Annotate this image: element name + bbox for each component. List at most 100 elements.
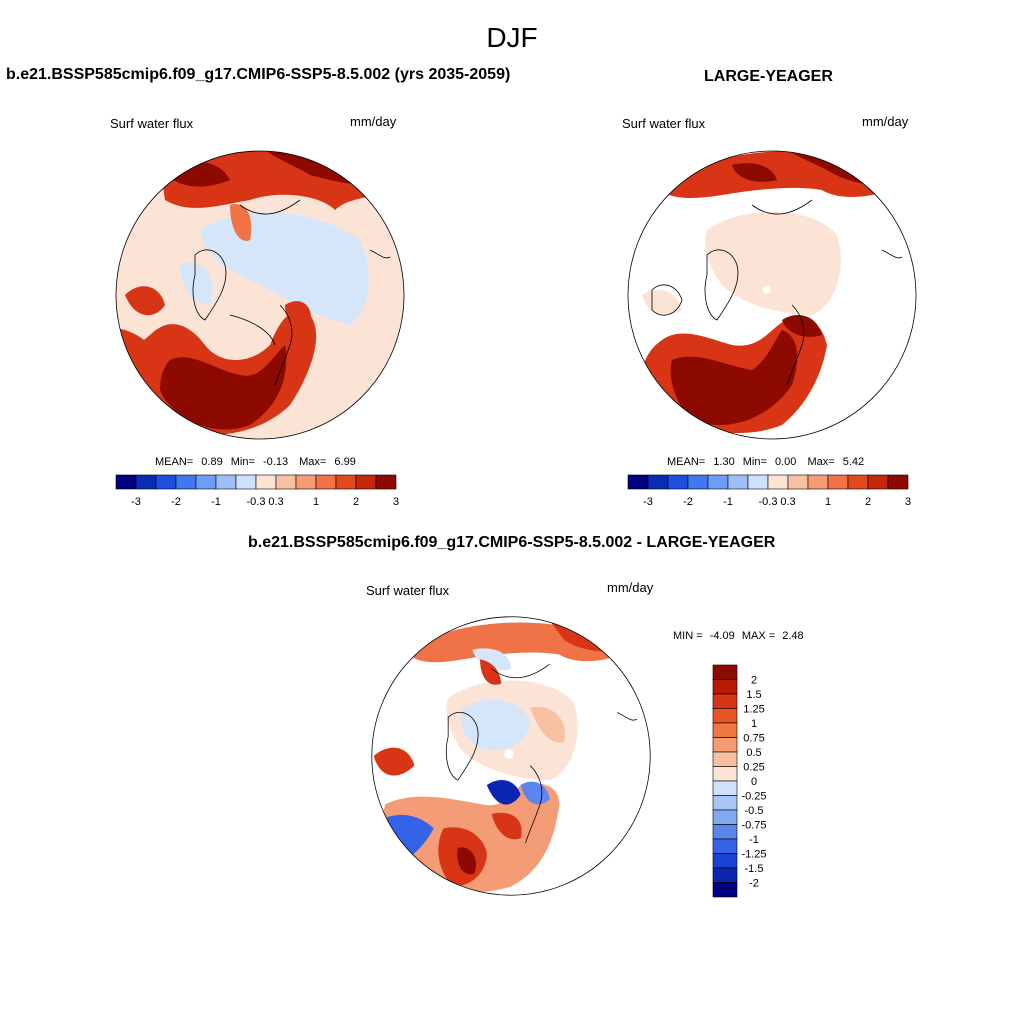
panel3-colorbar-tick-label: 1	[751, 718, 757, 730]
panel1-min-value: -0.13	[262, 456, 289, 468]
panel3-colorbar-tick-label: -1	[749, 834, 759, 846]
panel2-title: LARGE-YEAGER	[704, 68, 833, 85]
panel3-min-label: MIN =	[673, 630, 703, 642]
panel2-colorbar-tick-label: -3	[643, 496, 653, 508]
panel3-colorbar-tick-label: -0.75	[741, 820, 766, 832]
panel2-pole-hole	[763, 286, 771, 294]
panel2-colorbar-swatch	[707, 474, 729, 490]
panel2-arctic-ocean-region	[705, 211, 841, 315]
panel3-colorbar-swatch	[712, 867, 738, 883]
figure-title: DJF	[486, 22, 538, 53]
panel3-colorbar-swatch	[712, 795, 738, 811]
panel1-colorbar-swatch	[115, 474, 137, 490]
panel3-colorbar-tick-label: 1.5	[746, 689, 761, 701]
panel2-colorbar-swatch	[727, 474, 749, 490]
panel3-colorbar-tick-label: -0.25	[741, 791, 766, 803]
panel1-colorbar-swatch	[175, 474, 197, 490]
panel2-map-border	[627, 150, 917, 440]
panel1-colorbar-tick-label: -2	[171, 496, 181, 508]
panel2-colorbar-swatch	[647, 474, 669, 490]
panel3-colorbar-tick-label: -1.25	[741, 849, 766, 861]
panel1-colorbar-swatch	[255, 474, 277, 490]
panel3-colorbar-tick-label: 0.5	[746, 747, 761, 759]
panel2-colorbar-tick-label: -1	[723, 496, 733, 508]
panel3-colorbar-swatch	[712, 838, 738, 854]
panel2-stats: MEAN= 1.30 Min= 0.00 Max= 5.42	[667, 456, 864, 468]
panel1-colorbar-swatch	[135, 474, 157, 490]
panel3-colorbar-swatch	[712, 824, 738, 840]
panel3-colorbar-swatch	[712, 766, 738, 782]
panel2-colorbar-swatch	[807, 474, 829, 490]
panel3-colorbar-swatch	[712, 882, 738, 898]
panel3-colorbar-swatch	[712, 664, 738, 680]
panel2-mean-value: 1.30	[713, 456, 735, 468]
panel2-colorbar-swatch	[847, 474, 869, 490]
panel3-colorbar-tick-label: 0.25	[743, 762, 764, 774]
panel1-units-label: mm/day	[350, 114, 397, 129]
panel3-colorbar-tick-label: -2	[749, 878, 759, 890]
panel2-colorbar-tick-label: 2	[865, 496, 871, 508]
panel3-colorbar-swatch	[712, 693, 738, 709]
panel1-mean-label: MEAN=	[155, 456, 194, 468]
panel3-units-label: mm/day	[607, 580, 654, 595]
panel1-colorbar-swatch	[375, 474, 397, 490]
panel1-colorbar-tick-label: -0.3	[247, 496, 266, 508]
panel2-min-label: Min=	[742, 456, 767, 468]
panel2-colorbar-swatch	[767, 474, 789, 490]
panel1-variable-label: Surf water flux	[110, 116, 194, 131]
panel3-colorbar-tick-label: 1.25	[743, 704, 764, 716]
panel2-colorbar-swatch	[867, 474, 889, 490]
panel3-max-label: MAX =	[741, 630, 776, 642]
panel1-colorbar-swatch	[295, 474, 317, 490]
panel1-colorbar-swatch	[195, 474, 217, 490]
panel2-min-value: 0.00	[774, 456, 797, 468]
panel3-colorbar-tick-label: -0.5	[745, 805, 764, 817]
panel1-map-border	[115, 150, 405, 440]
panel1-max-value: 6.99	[334, 456, 356, 468]
panel3-polar-map	[371, 616, 651, 896]
panel1-min-label: Min=	[230, 456, 255, 468]
panel1-colorbar-swatch	[275, 474, 297, 490]
panel1-colorbar-swatch	[155, 474, 177, 490]
panel3-colorbar-swatch	[712, 853, 738, 869]
panel3-map-border	[371, 616, 651, 896]
panel1-max-label: Max=	[299, 456, 327, 468]
panel1-colorbar-tick-label: -3	[131, 496, 141, 508]
panel2-polar-map	[627, 150, 917, 440]
panel3-colorbar-swatch	[712, 708, 738, 724]
panel2-colorbar-swatch	[747, 474, 769, 490]
panel2-colorbar-tick-label: -2	[683, 496, 693, 508]
panel3-colorbar-tick-label: 0.75	[743, 733, 764, 745]
panel1-colorbar-tick-label: 0.3	[268, 496, 283, 508]
panel1-polar-map	[115, 150, 405, 440]
panel1-mean-value: 0.89	[201, 456, 223, 468]
panel3-title: b.e21.BSSP585cmip6.f09_g17.CMIP6-SSP5-8.…	[248, 534, 776, 551]
panel3-max-value: 2.48	[782, 630, 804, 642]
panel1-stats: MEAN= 0.89 Min= -0.13 Max= 6.99	[155, 456, 356, 468]
panel2-max-label: Max=	[807, 456, 835, 468]
panel1-colorbar-swatch	[335, 474, 357, 490]
panel3-pole-hole	[504, 749, 514, 759]
panel2-colorbar-tick-label: 3	[905, 496, 911, 508]
panel1-arctic-ocean-region	[200, 212, 369, 325]
panel1-colorbar-tick-label: 3	[393, 496, 399, 508]
panel1-title: b.e21.BSSP585cmip6.f09_g17.CMIP6-SSP5-8.…	[6, 66, 511, 83]
panel2-colorbar-tick-label: 0.3	[780, 496, 795, 508]
panel2-colorbar-swatch	[627, 474, 649, 490]
panel2-colorbar-tick-label: 1	[825, 496, 831, 508]
panel2-colorbar-swatch	[827, 474, 849, 490]
panel3-colorbar-swatch	[712, 780, 738, 796]
panel2-colorbar-swatch	[887, 474, 909, 490]
panel2-variable-label: Surf water flux	[622, 116, 706, 131]
panel2-colorbar-swatch	[667, 474, 689, 490]
panel3-colorbar-swatch	[712, 722, 738, 738]
panel1-colorbar-swatch	[315, 474, 337, 490]
panel1-colorbar-tick-label: 2	[353, 496, 359, 508]
panel3-colorbar-tick-label: 0	[751, 776, 757, 788]
panel2-units-label: mm/day	[862, 114, 909, 129]
panel2-colorbar-swatch	[687, 474, 709, 490]
panel3-colorbar-swatch	[712, 679, 738, 695]
panel1-colorbar-swatch	[215, 474, 237, 490]
panel3-min-value: -4.09	[709, 630, 735, 642]
panel3-colorbar-tick-label: -1.5	[745, 863, 764, 875]
